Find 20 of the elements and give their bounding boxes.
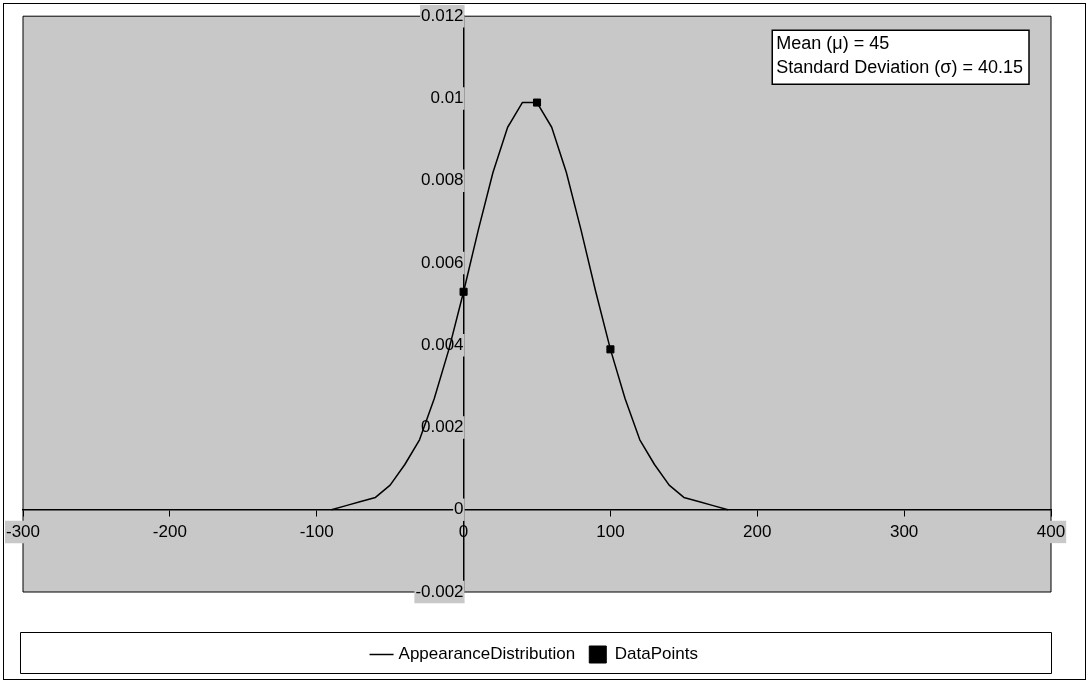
legend-label: DataPoints bbox=[614, 644, 698, 664]
y-tick-label: 0.012 bbox=[421, 5, 464, 25]
point bbox=[532, 98, 542, 107]
x-tick-label: 100 bbox=[596, 521, 625, 541]
x-tick-label: 400 bbox=[1036, 521, 1066, 541]
y-tick-label: -0.002 bbox=[415, 581, 464, 601]
y-tick-label: 0 bbox=[454, 499, 464, 519]
point bbox=[606, 345, 615, 354]
y-tick-label: 0.006 bbox=[421, 252, 464, 272]
y-tick-label: 0.008 bbox=[421, 170, 464, 190]
x-tick-label: -200 bbox=[152, 521, 187, 541]
point bbox=[459, 287, 468, 296]
x-tick-label: -100 bbox=[299, 521, 334, 541]
x-tick-label: -300 bbox=[6, 521, 41, 541]
legend-label: AppearanceDistribution bbox=[398, 644, 576, 664]
annotation: Standard Deviation (σ) = 40.15 bbox=[776, 57, 1024, 78]
x-tick-label: 300 bbox=[889, 521, 919, 541]
annotation: Mean (μ) = 45 bbox=[776, 33, 890, 54]
y-tick-label: 0.01 bbox=[430, 88, 464, 108]
x-tick-label: 200 bbox=[743, 521, 772, 541]
